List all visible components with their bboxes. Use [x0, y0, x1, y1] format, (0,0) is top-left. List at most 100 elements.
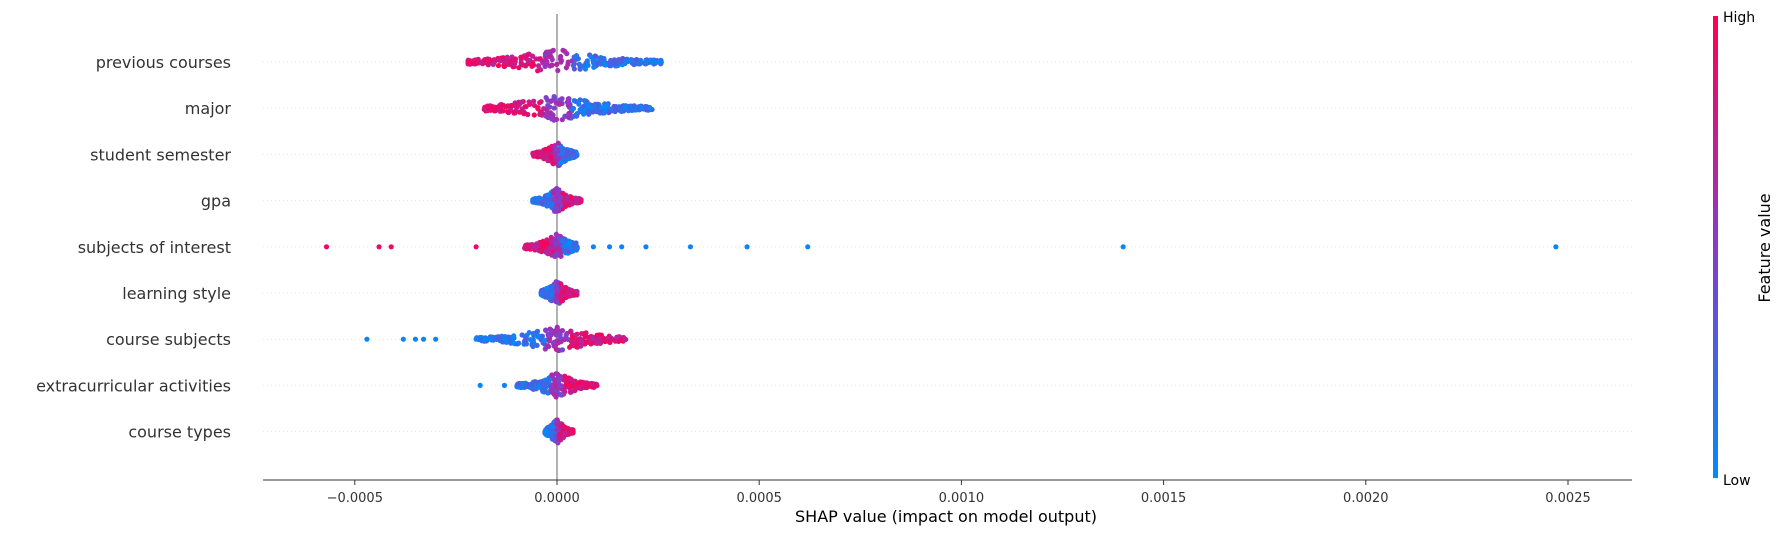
shap-point [544, 429, 551, 435]
shap-point [534, 328, 541, 334]
colorbar-low-label: Low [1723, 473, 1751, 489]
shap-point [547, 110, 554, 116]
shap-point [571, 245, 577, 251]
shap-point [493, 336, 499, 342]
shap-point [628, 56, 634, 63]
feature-label: course types [128, 423, 231, 442]
shap-point [583, 330, 589, 336]
shap-point [525, 111, 531, 118]
shap-point [577, 97, 583, 103]
shap-point [523, 339, 529, 345]
shap-point [613, 103, 619, 110]
shap-point [575, 380, 581, 387]
shap-point [535, 68, 541, 74]
shap-point [543, 249, 549, 255]
shap-point [588, 380, 594, 387]
shap-point [608, 337, 614, 344]
shap-point [545, 343, 551, 349]
shap-point [559, 285, 565, 291]
shap-point [624, 58, 630, 65]
shap-point [376, 244, 382, 250]
shap-point [548, 327, 554, 333]
shap-point [597, 335, 603, 342]
shap-point [558, 57, 565, 64]
shap-point [647, 105, 653, 111]
x-axis-ticks: −0.0005 0.0000 0.0005 0.0010 0.0015 0.0020 0.0… [327, 480, 1591, 506]
shap-point [566, 115, 572, 121]
shap-point [612, 108, 618, 115]
shap-point [568, 376, 574, 383]
shap-point [528, 381, 534, 387]
shap-point [573, 53, 580, 59]
shap-point [588, 54, 594, 60]
shap-point [548, 154, 554, 160]
shap-point [570, 105, 576, 112]
shap-point [531, 98, 537, 104]
shap-point [585, 62, 591, 68]
shap-point [564, 99, 570, 105]
shap-point [556, 435, 563, 442]
shap-point [555, 67, 561, 74]
shap-point [475, 59, 481, 65]
shap-point [553, 346, 559, 353]
shap-point [529, 342, 535, 348]
shap-point [550, 190, 557, 196]
shap-point [554, 417, 560, 423]
shap-point [515, 381, 521, 387]
shap-point [601, 57, 607, 63]
shap-point [563, 378, 570, 384]
shap-point [545, 113, 551, 119]
feature-label: gpa [201, 192, 231, 211]
shap-point [535, 63, 542, 69]
shap-point [548, 239, 554, 245]
shap-point [537, 111, 543, 117]
shap-point [805, 244, 811, 250]
shap-point [485, 105, 491, 111]
shap-point [571, 66, 577, 72]
shap-point [420, 336, 427, 342]
shap-point [519, 106, 525, 112]
shap-point [527, 101, 533, 107]
shap-point [553, 371, 559, 377]
shap-point [501, 63, 507, 70]
shap-point [590, 244, 596, 250]
shap-point [543, 150, 549, 156]
shap-point [527, 337, 534, 343]
colorbar-high-label: High [1723, 10, 1755, 26]
feature-label: major [185, 99, 232, 118]
shap-point [552, 438, 559, 444]
shap-point [584, 58, 590, 64]
shap-point [633, 57, 639, 63]
shap-point [465, 59, 471, 65]
shap-point [744, 244, 750, 250]
x-tick-label: 0.0010 [939, 491, 985, 506]
shap-point [512, 56, 519, 62]
shap-point [636, 61, 642, 67]
shap-point [556, 198, 562, 204]
shap-point [557, 247, 563, 253]
feature-label: extracurricular activities [36, 376, 231, 395]
shap-point [595, 101, 601, 107]
shap-point [559, 298, 565, 304]
shap-point [490, 61, 496, 68]
shap-point [510, 109, 517, 115]
shap-point [549, 435, 555, 441]
shap-point [552, 95, 558, 102]
shap-point [565, 61, 571, 68]
shap-point [509, 335, 516, 341]
shap-point [493, 105, 499, 111]
shap-point [619, 244, 625, 250]
shap-point [433, 336, 439, 342]
shap-point [497, 58, 503, 64]
shap-point [603, 103, 609, 109]
shap-point [570, 428, 576, 434]
shap-point [524, 383, 530, 389]
shap-point [557, 101, 563, 107]
shap-point [523, 63, 529, 69]
shap-point [541, 337, 547, 343]
shap-point [576, 101, 582, 107]
shap-point [553, 394, 559, 400]
shap-point [555, 421, 561, 427]
shap-point [412, 336, 419, 342]
shap-point [566, 202, 572, 208]
